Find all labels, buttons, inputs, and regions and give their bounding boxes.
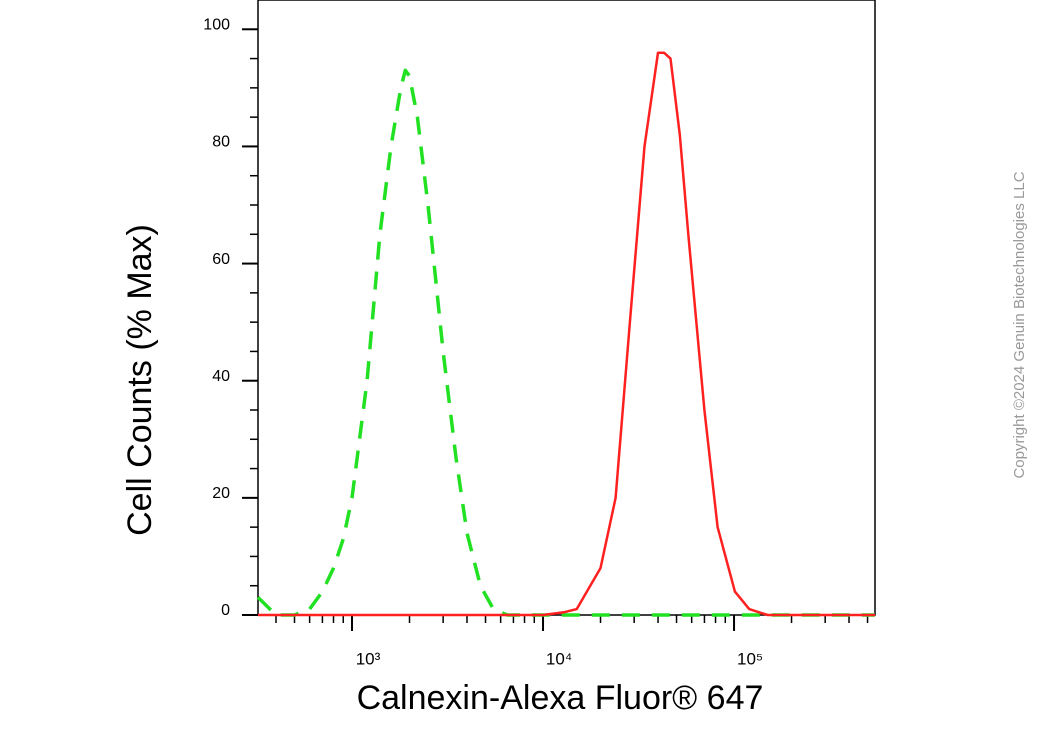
x-tick-label: 10⁵ xyxy=(737,649,763,668)
y-tick-label: 80 xyxy=(212,134,230,151)
x-tick-label: 10⁴ xyxy=(546,649,572,668)
x-axis-title: Calnexin-Alexa Fluor® 647 xyxy=(357,679,764,717)
y-tick-label: 0 xyxy=(221,602,230,619)
plot-frame xyxy=(257,0,876,616)
x-tick-label: 10³ xyxy=(356,649,381,668)
histogram-line xyxy=(258,51,875,617)
y-tick-label: 60 xyxy=(212,251,230,268)
y-tick-label: 40 xyxy=(212,368,230,385)
y-axis-title: Cell Counts (% Max) xyxy=(121,224,159,536)
histogram-line xyxy=(256,68,875,617)
copyright: Copyright ©2024 Genuin Biotechnologies L… xyxy=(1011,171,1028,478)
y-tick-label: 100 xyxy=(203,17,230,34)
y-tick-label: 20 xyxy=(212,485,230,502)
